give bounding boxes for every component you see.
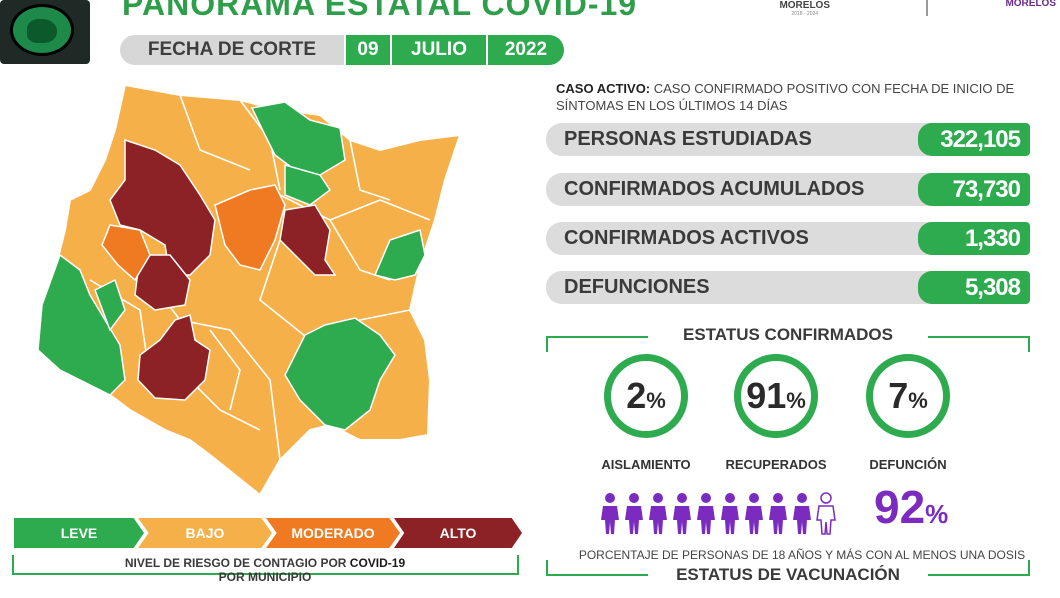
map-region-leve bbox=[250, 101, 346, 176]
legend-alto: ALTO bbox=[394, 518, 522, 548]
estatus-bracket-right bbox=[928, 336, 1030, 352]
stat-value: 73,730 bbox=[918, 173, 1030, 206]
vaccinated-people-pictogram bbox=[601, 492, 836, 535]
person-filled-icon bbox=[601, 493, 619, 534]
map-region-leve bbox=[284, 317, 396, 431]
stat-bar bbox=[546, 173, 936, 206]
stat-label: CONFIRMADOS ACUMULADOS bbox=[564, 178, 865, 200]
person-filled-icon bbox=[673, 493, 691, 534]
defuncion-label: DEFUNCIÓN bbox=[869, 457, 947, 472]
recuperados-value: 91 bbox=[746, 375, 787, 416]
map-region-alto bbox=[279, 204, 337, 276]
brand-left-sub: 2018 - 2024 bbox=[791, 11, 819, 17]
date-year: 2022 bbox=[488, 35, 564, 65]
morelos-risk-map bbox=[36, 83, 462, 497]
caption-bracket-left bbox=[12, 555, 14, 573]
map-region-leve bbox=[373, 229, 426, 281]
stat-label: DEFUNCIONES bbox=[564, 276, 710, 298]
pct-symbol: % bbox=[646, 388, 666, 413]
legend-moderado: MODERADO bbox=[266, 518, 400, 548]
defuncion-value: 7 bbox=[888, 375, 909, 416]
estatus-title: ESTATUS CONFIRMADOS bbox=[683, 325, 893, 344]
map-region-moderado bbox=[101, 224, 151, 282]
pct-symbol: % bbox=[908, 388, 928, 413]
vaccination-title: ESTATUS DE VACUNACIÓN bbox=[676, 565, 900, 584]
person-filled-icon bbox=[625, 493, 643, 534]
stat-value: 322,105 bbox=[918, 123, 1030, 156]
person-filled-icon bbox=[721, 493, 739, 534]
date-month: JULIO bbox=[392, 35, 486, 65]
brand-logo-right: MORELOS bbox=[1005, 0, 1056, 9]
stat-bar bbox=[546, 123, 936, 156]
vaccination-percent-value: 92 bbox=[874, 481, 926, 533]
map-region-alto bbox=[137, 314, 211, 401]
stat-row-estudiadas: PERSONAS ESTUDIADAS 322,105 bbox=[546, 123, 1030, 156]
recuperados-label: RECUPERADOS bbox=[725, 457, 827, 472]
person-outline-icon bbox=[816, 492, 836, 535]
map-region-leve bbox=[37, 253, 126, 396]
defuncion-circle: 7% bbox=[866, 354, 950, 438]
covid-logo bbox=[0, 0, 90, 64]
map-region-leve bbox=[94, 278, 126, 332]
aislamiento-value: 2 bbox=[626, 375, 647, 416]
vaccination-pct-symbol: % bbox=[925, 499, 949, 529]
legend-caption-line1: NIVEL DE RIESGO DE CONTAGIO POR bbox=[124, 556, 350, 570]
person-filled-icon bbox=[769, 493, 787, 534]
date-day: 09 bbox=[346, 35, 390, 65]
legend-caption-bold: COVID-19 bbox=[349, 556, 406, 570]
page-title: PANORAMA ESTATAL COVID-19 bbox=[122, 0, 638, 22]
map-region-leve bbox=[284, 164, 332, 206]
stat-bar bbox=[546, 222, 936, 255]
stat-label: PERSONAS ESTUDIADAS bbox=[564, 128, 812, 150]
person-filled-icon bbox=[745, 493, 763, 534]
fecha-label: FECHA DE CORTE bbox=[120, 35, 344, 65]
stat-row-acumulados: CONFIRMADOS ACUMULADOS 73,730 bbox=[546, 173, 1030, 206]
brand-logo-left: MORELOS 2018 - 2024 bbox=[779, 0, 830, 17]
stat-row-defunciones: DEFUNCIONES 5,308 bbox=[546, 271, 1030, 304]
vaccination-percent: 92% bbox=[874, 480, 948, 534]
map-region-moderado bbox=[214, 184, 286, 271]
vacunacion-bracket-left bbox=[546, 560, 648, 576]
caso-activo-definition: CASO ACTIVO: CASO CONFIRMADO POSITIVO CO… bbox=[556, 80, 1026, 114]
legend-caption-line2: POR MUNICIPIO bbox=[218, 570, 312, 584]
caption-bracket-base bbox=[12, 573, 519, 575]
brand-left-text: MORELOS bbox=[779, 0, 830, 11]
caption-bracket-right bbox=[517, 555, 519, 573]
vaccination-description: PORCENTAJE DE PERSONAS DE 18 AÑOS Y MÁS … bbox=[578, 548, 1026, 562]
estatus-bracket-left bbox=[546, 336, 648, 352]
stat-bar bbox=[546, 271, 936, 304]
recuperados-circle: 91% bbox=[734, 354, 818, 438]
map-emblem-icon bbox=[10, 4, 74, 56]
aislamiento-circle: 2% bbox=[604, 354, 688, 438]
caso-activo-text: CASO CONFIRMADO POSITIVO CON FECHA DE IN… bbox=[556, 81, 1015, 113]
person-filled-icon bbox=[649, 493, 667, 534]
aislamiento-label: AISLAMIENTO bbox=[601, 457, 691, 472]
stat-value: 1,330 bbox=[918, 222, 1030, 255]
legend-caption: NIVEL DE RIESGO DE CONTAGIO POR COVID-19… bbox=[10, 556, 520, 584]
header-divider bbox=[926, 0, 928, 16]
stat-row-activos: CONFIRMADOS ACTIVOS 1,330 bbox=[546, 222, 1030, 255]
person-filled-icon bbox=[697, 493, 715, 534]
caso-activo-label: CASO ACTIVO: bbox=[556, 81, 651, 96]
map-region-alto bbox=[134, 254, 191, 311]
legend-bajo: BAJO bbox=[138, 518, 272, 548]
legend-leve: LEVE bbox=[14, 518, 144, 548]
pct-symbol: % bbox=[786, 388, 806, 413]
stat-label: CONFIRMADOS ACTIVOS bbox=[564, 227, 809, 249]
person-filled-icon bbox=[793, 493, 811, 534]
vacunacion-bracket-right bbox=[928, 560, 1030, 576]
stat-value: 5,308 bbox=[918, 271, 1030, 304]
